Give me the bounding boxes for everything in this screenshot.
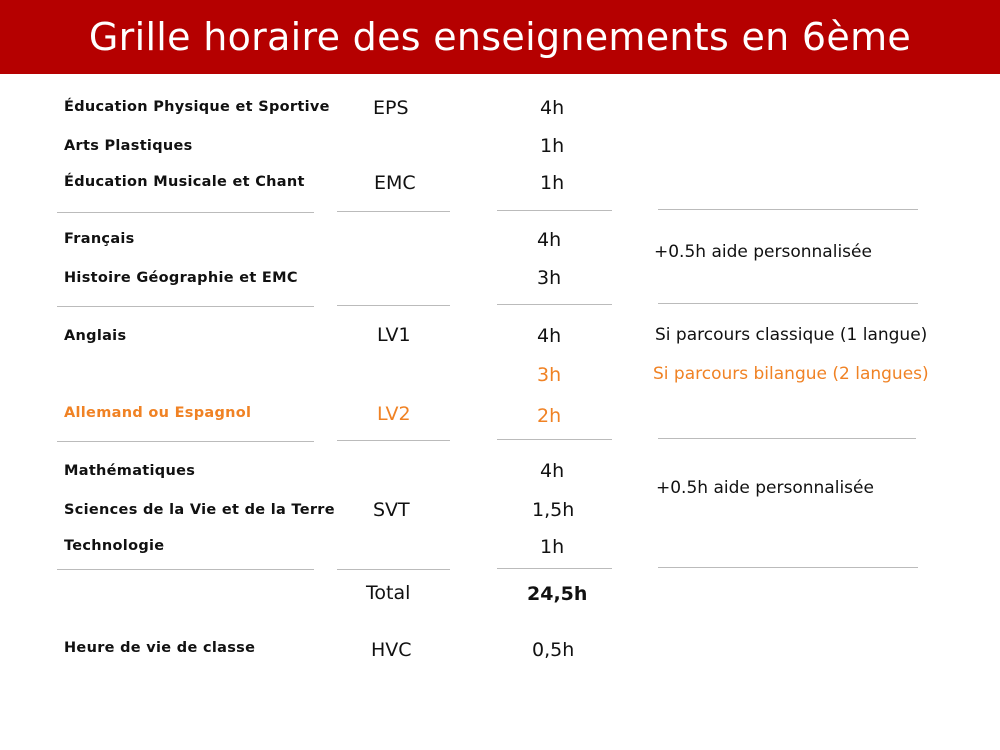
hours-technologie: 1h bbox=[540, 536, 565, 558]
separator-line bbox=[658, 209, 918, 210]
abbr-hvc: HVC bbox=[371, 639, 412, 661]
abbr-emc: EMC bbox=[374, 172, 416, 194]
separator-line bbox=[57, 212, 314, 213]
separator-line bbox=[658, 438, 916, 439]
separator-line bbox=[337, 305, 450, 306]
abbr-lv2: LV2 bbox=[377, 403, 411, 425]
total-label: Total bbox=[366, 582, 411, 604]
subject-francais: Français bbox=[64, 231, 135, 247]
separator-line bbox=[497, 568, 612, 569]
page-title: Grille horaire des enseignements en 6ème bbox=[88, 15, 912, 59]
abbr-svt: SVT bbox=[373, 499, 410, 521]
separator-line bbox=[337, 440, 450, 441]
subject-vie-de-classe: Heure de vie de classe bbox=[64, 640, 256, 656]
separator-line bbox=[658, 567, 918, 568]
subject-education-musicale: Éducation Musicale et Chant bbox=[64, 174, 305, 190]
hours-allemand-espagnol: 2h bbox=[537, 405, 562, 427]
hours-svt: 1,5h bbox=[532, 499, 575, 521]
hours-anglais-classique: 4h bbox=[537, 325, 562, 347]
hours-francais: 4h bbox=[537, 229, 562, 251]
hours-education-musicale: 1h bbox=[540, 172, 565, 194]
separator-line bbox=[497, 304, 612, 305]
separator-line bbox=[57, 306, 314, 307]
hours-vie-de-classe: 0,5h bbox=[532, 639, 575, 661]
note-aide-personnalisee-francais: +0.5h aide personnalisée bbox=[654, 242, 872, 262]
note-parcours-classique: Si parcours classique (1 langue) bbox=[655, 325, 928, 345]
separator-line bbox=[497, 439, 612, 440]
abbr-eps: EPS bbox=[373, 97, 409, 119]
hours-mathematiques: 4h bbox=[540, 460, 565, 482]
note-parcours-bilangue: Si parcours bilangue (2 langues) bbox=[653, 364, 929, 384]
subject-anglais: Anglais bbox=[64, 328, 127, 344]
subject-allemand-espagnol: Allemand ou Espagnol bbox=[64, 405, 252, 421]
separator-line bbox=[658, 303, 918, 304]
separator-line bbox=[57, 441, 314, 442]
subject-eps: Éducation Physique et Sportive bbox=[64, 99, 330, 115]
hours-anglais-bilangue: 3h bbox=[537, 364, 562, 386]
hours-eps: 4h bbox=[540, 97, 565, 119]
subject-technologie: Technologie bbox=[64, 538, 165, 554]
hours-arts-plastiques: 1h bbox=[540, 135, 565, 157]
abbr-lv1: LV1 bbox=[377, 324, 411, 346]
title-banner bbox=[0, 0, 1000, 74]
total-value: 24,5h bbox=[527, 583, 588, 605]
subject-svt: Sciences de la Vie et de la Terre bbox=[64, 502, 335, 518]
hours-histoire-geographie: 3h bbox=[537, 267, 562, 289]
separator-line bbox=[57, 569, 314, 570]
separator-line bbox=[497, 210, 612, 211]
note-aide-personnalisee-sciences: +0.5h aide personnalisée bbox=[656, 478, 874, 498]
separator-line bbox=[337, 569, 450, 570]
subject-mathematiques: Mathématiques bbox=[64, 463, 196, 479]
subject-histoire-geographie: Histoire Géographie et EMC bbox=[64, 270, 298, 286]
separator-line bbox=[337, 211, 450, 212]
subject-arts-plastiques: Arts Plastiques bbox=[64, 138, 193, 154]
